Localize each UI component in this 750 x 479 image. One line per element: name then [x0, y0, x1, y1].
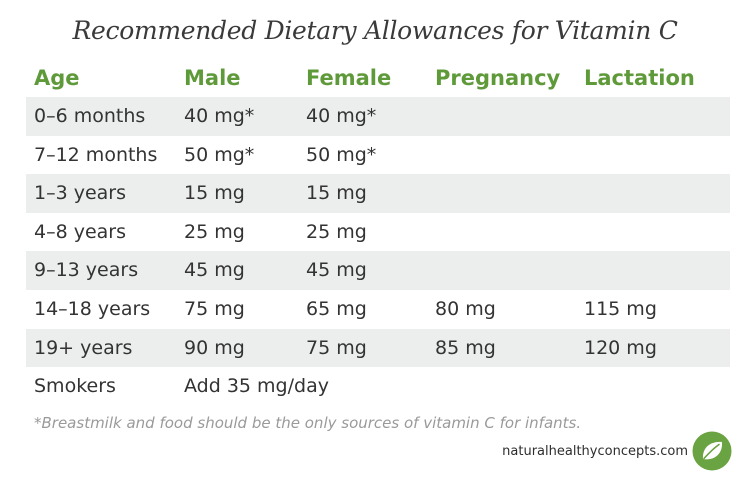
header-female: Female [306, 66, 392, 90]
table-row: 1–3 years 15 mg 15 mg [26, 174, 730, 213]
cell-female: 25 mg [306, 220, 367, 243]
rda-table: Age Male Female Pregnancy Lactation 0–6 … [26, 59, 730, 406]
cell-male: 25 mg [184, 220, 245, 243]
cell-age: 1–3 years [34, 182, 127, 205]
cell-male: 75 mg [184, 297, 245, 320]
header-lactation: Lactation [584, 66, 695, 90]
cell-female: 50 mg* [306, 143, 377, 166]
page-title: Recommended Dietary Allowances for Vitam… [72, 16, 678, 45]
cell-age: 14–18 years [34, 297, 151, 320]
table-row: 9–13 years 45 mg 45 mg [26, 251, 730, 290]
cell-male: 40 mg* [184, 105, 255, 127]
table-row: 4–8 years 25 mg 25 mg [26, 213, 730, 252]
table-row: Smokers Add 35 mg/day [26, 367, 730, 406]
cell-pregnancy: 85 mg [435, 336, 496, 359]
cell-lactation: 115 mg [584, 297, 657, 320]
cell-male: 90 mg [184, 336, 245, 359]
cell-age: 9–13 years [34, 259, 139, 282]
header-male: Male [184, 66, 241, 90]
table-row: 19+ years 90 mg 75 mg 85 mg 120 mg [26, 328, 730, 368]
cell-female: 75 mg [306, 336, 367, 359]
brand-url: naturalhealthyconcepts.com [502, 444, 688, 459]
cell-female: 40 mg* [306, 105, 377, 127]
cell-female: 45 mg [306, 259, 367, 282]
cell-male: 50 mg* [184, 143, 255, 166]
cell-pregnancy: 80 mg [435, 297, 496, 320]
cell-lactation: 120 mg [584, 336, 657, 359]
cell-age: 7–12 months [34, 143, 158, 166]
cell-age: 4–8 years [34, 220, 127, 243]
cell-age: 19+ years [34, 336, 133, 359]
leaf-icon [692, 431, 732, 471]
cell-female: 65 mg [306, 297, 367, 320]
cell-male: Add 35 mg/day [184, 375, 329, 398]
cell-age: Smokers [34, 375, 116, 398]
cell-female: 15 mg [306, 182, 367, 205]
table-header-row: Age Male Female Pregnancy Lactation [26, 59, 730, 97]
cell-male: 45 mg [184, 259, 245, 282]
header-pregnancy: Pregnancy [435, 66, 561, 90]
cell-age: 0–6 months [34, 105, 146, 127]
table-row: 0–6 months 40 mg* 40 mg* [26, 97, 730, 136]
table-row: 7–12 months 50 mg* 50 mg* [26, 136, 730, 175]
header-age: Age [34, 66, 80, 90]
footnote: *Breastmilk and food should be the only … [34, 414, 582, 432]
cell-male: 15 mg [184, 182, 245, 205]
table-row: 14–18 years 75 mg 65 mg 80 mg 115 mg [26, 290, 730, 329]
